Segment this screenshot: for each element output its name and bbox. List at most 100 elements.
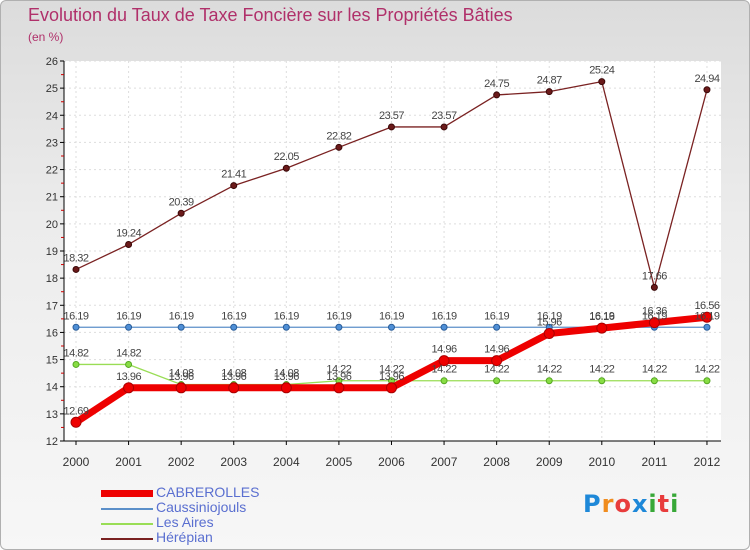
legend-swatch	[101, 523, 153, 525]
y-tick-label: 19	[46, 246, 58, 258]
data-label: 13.96	[274, 371, 299, 383]
data-label: 16.19	[379, 310, 404, 322]
data-label: 14.08	[274, 368, 299, 380]
data-point	[493, 91, 501, 99]
y-tick-label: 21	[46, 192, 58, 204]
data-label: 12.69	[63, 405, 88, 417]
data-point	[230, 182, 238, 190]
x-tick-label: 2011	[641, 455, 667, 469]
x-tick-label: 2007	[431, 455, 458, 469]
data-point	[648, 317, 660, 329]
data-label: 16.56	[694, 300, 719, 312]
data-label: 24.87	[537, 75, 562, 87]
y-tick-label: 25	[46, 83, 58, 95]
logo-letter: i	[648, 490, 658, 518]
data-label: 14.82	[63, 347, 88, 359]
data-label: 24.94	[694, 73, 719, 85]
y-tick-label: 16	[46, 327, 58, 339]
data-label: 18.32	[63, 252, 88, 264]
data-point	[70, 416, 82, 428]
data-point	[387, 123, 395, 131]
x-tick-label: 2009	[536, 455, 563, 469]
data-point	[598, 78, 606, 86]
data-point	[703, 323, 711, 331]
data-label: 16.19	[484, 310, 509, 322]
data-label: 14.96	[484, 344, 509, 356]
data-point	[438, 355, 450, 367]
data-label: 14.22	[432, 364, 457, 376]
data-point	[493, 377, 501, 385]
data-point	[177, 323, 185, 331]
data-label: 13.96	[326, 371, 351, 383]
legend-label: Hérépian	[156, 529, 213, 545]
data-point	[598, 377, 606, 385]
data-point	[493, 323, 501, 331]
data-point	[543, 328, 555, 340]
y-tick-label: 18	[46, 273, 58, 285]
data-point	[282, 323, 290, 331]
data-label: 16.19	[274, 310, 299, 322]
logo-letter: r	[601, 490, 615, 518]
data-label: 16.19	[432, 310, 457, 322]
data-label: 22.05	[274, 151, 299, 163]
y-tick-label: 13	[46, 409, 58, 421]
data-point	[72, 323, 80, 331]
data-label: 22.82	[326, 130, 351, 142]
data-point	[175, 382, 187, 394]
data-label: 17.66	[642, 270, 667, 282]
data-label: 21.41	[221, 169, 246, 181]
data-point	[387, 323, 395, 331]
y-tick-label: 15	[46, 355, 58, 367]
data-label: 14.08	[221, 368, 246, 380]
logo-letter: o	[614, 490, 632, 518]
data-point	[335, 323, 343, 331]
x-tick-label: 2004	[273, 455, 300, 469]
legend-label: CABREROLLES	[156, 484, 260, 500]
x-tick-label: 2010	[588, 455, 615, 469]
data-point	[125, 360, 133, 368]
y-tick-label: 22	[46, 165, 58, 177]
data-label: 14.22	[589, 364, 614, 376]
data-point	[701, 311, 713, 323]
data-point	[385, 382, 397, 394]
data-point	[545, 88, 553, 96]
logo-letter: i	[670, 490, 680, 518]
data-label: 16.19	[221, 310, 246, 322]
data-point	[72, 265, 80, 273]
x-tick-label: 2012	[694, 455, 721, 469]
data-point	[440, 323, 448, 331]
data-label: 24.75	[484, 78, 509, 90]
data-label: 14.22	[379, 364, 404, 376]
data-point	[650, 283, 658, 291]
x-tick-label: 2005	[326, 455, 353, 469]
data-label: 14.96	[432, 344, 457, 356]
data-label: 25.24	[589, 65, 614, 77]
data-label: 16.19	[537, 310, 562, 322]
data-label: 20.39	[169, 196, 194, 208]
data-point	[230, 323, 238, 331]
data-point	[440, 123, 448, 131]
data-label: 16.19	[694, 310, 719, 322]
data-point	[335, 143, 343, 151]
legend-swatch	[101, 508, 153, 510]
data-label: 14.22	[537, 364, 562, 376]
x-tick-label: 2000	[63, 455, 90, 469]
data-label: 14.22	[694, 364, 719, 376]
chart-title: Evolution du Taux de Taxe Foncière sur l…	[28, 5, 513, 25]
data-point	[333, 382, 345, 394]
data-point	[703, 377, 711, 385]
data-label: 16.19	[169, 310, 194, 322]
data-label: 14.22	[642, 364, 667, 376]
legend-label: Caussiniojouls	[156, 499, 247, 515]
y-tick-label: 23	[46, 137, 58, 149]
data-label: 13.96	[379, 371, 404, 383]
data-label: 14.22	[484, 364, 509, 376]
x-tick-label: 2006	[378, 455, 405, 469]
data-label: 16.19	[63, 310, 88, 322]
data-label: 16.36	[642, 306, 667, 318]
data-label: 19.24	[116, 227, 141, 239]
data-point	[125, 240, 133, 248]
legend-label: Les Aires	[156, 514, 214, 530]
